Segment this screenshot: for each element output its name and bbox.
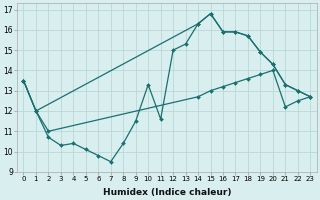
X-axis label: Humidex (Indice chaleur): Humidex (Indice chaleur) — [103, 188, 231, 197]
